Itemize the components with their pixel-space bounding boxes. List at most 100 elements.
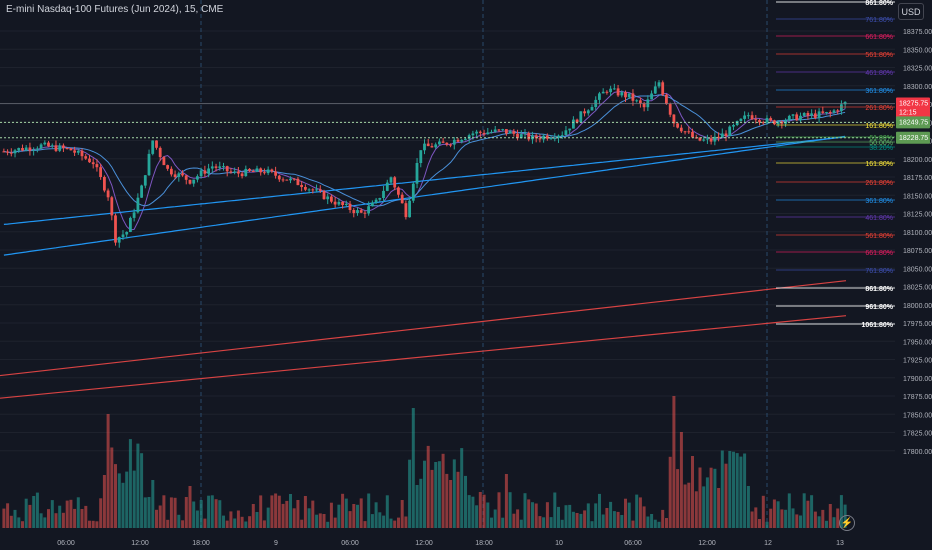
volume-bar <box>318 513 322 528</box>
candle-body <box>341 201 344 205</box>
price-tick-label: 17850.00 <box>903 412 932 419</box>
volume-bar <box>557 506 560 528</box>
candle-body <box>352 210 356 214</box>
volume-bar <box>698 467 702 528</box>
candle-body <box>471 133 475 136</box>
candle-body <box>691 131 694 138</box>
candle-body <box>661 82 665 95</box>
volume-bar <box>694 491 698 528</box>
candle-body <box>35 148 39 150</box>
volume-bar <box>661 509 665 528</box>
volume-bar <box>65 500 69 528</box>
volume-bar <box>653 519 657 528</box>
candle-body <box>486 132 490 135</box>
candle-body <box>143 175 147 186</box>
volume-bar <box>99 498 103 528</box>
fib-level-label: 261.80% <box>865 105 893 112</box>
candle-body <box>464 138 467 140</box>
candle-body <box>62 145 65 149</box>
volume-bar <box>259 495 263 528</box>
candle-body <box>605 91 609 93</box>
volume-bar <box>6 503 10 528</box>
volume-bar <box>460 448 464 528</box>
fib-level-label: 561.80% <box>865 52 893 59</box>
volume-bar <box>415 485 419 528</box>
candle-body <box>196 176 199 180</box>
volume-bar <box>128 439 132 528</box>
price-tick-label: 17950.00 <box>903 339 932 346</box>
volume-bar <box>329 502 333 528</box>
volume-bar <box>739 456 743 528</box>
candle-body <box>598 93 601 100</box>
candle-body <box>348 203 352 210</box>
volume-bars <box>2 396 847 528</box>
fib-level-label: 261.80% <box>865 180 893 187</box>
candle-body <box>210 166 214 169</box>
candle-body <box>184 175 188 180</box>
fib-level-label: 361.80% <box>865 88 893 95</box>
volume-bar <box>564 505 568 528</box>
candle-body <box>676 123 679 128</box>
candle-body <box>806 113 810 116</box>
volume-bar <box>527 499 531 528</box>
volume-bar <box>724 463 728 528</box>
candle-body <box>475 131 478 134</box>
volume-bar <box>475 505 479 528</box>
candle-body <box>542 135 545 140</box>
fib-level-label: 661.80% <box>865 250 893 257</box>
volume-bar <box>717 488 721 528</box>
candle-body <box>315 189 318 191</box>
candle-body <box>813 113 817 118</box>
price-tick-label: 17825.00 <box>903 431 932 438</box>
volume-bar <box>344 498 348 528</box>
time-axis: 06:00 12:00 18:00 9 06:00 12:00 18:00 10 06:00 12… <box>57 540 844 547</box>
candle-body <box>773 120 776 125</box>
candle-body <box>549 138 553 140</box>
candle-body <box>114 215 117 243</box>
lightning-icon[interactable]: ⚡ <box>839 515 855 531</box>
volume-bar <box>47 509 50 528</box>
candle-body <box>76 150 80 153</box>
volume-bar <box>393 520 397 528</box>
volume-bar <box>24 498 28 528</box>
volume-bar <box>214 499 218 528</box>
candle-body <box>799 115 802 121</box>
candle-body <box>88 158 91 163</box>
candle-body <box>415 163 419 184</box>
price-tick-label: 17975.00 <box>903 321 932 328</box>
candle-body <box>743 115 746 119</box>
volume-bar <box>758 519 761 528</box>
volume-bar <box>549 517 553 528</box>
volume-bar <box>791 508 795 528</box>
volume-bar <box>274 493 278 528</box>
currency-button[interactable]: USD <box>898 3 924 20</box>
candle-body <box>356 210 359 213</box>
candle-body <box>545 135 549 139</box>
volume-bar <box>132 470 136 528</box>
price-tick-label: 18175.00 <box>903 175 932 182</box>
volume-bar <box>240 516 244 528</box>
volume-bar <box>385 495 389 528</box>
candle-body <box>739 118 743 121</box>
candle-body <box>423 143 426 151</box>
fib-extension: 861.80% 761.80% 661.80% 561.80% 461.80% 361.8… <box>776 0 895 329</box>
volume-bar <box>50 500 54 528</box>
volume-bar <box>445 473 449 528</box>
time-tick-label: 12 <box>764 540 772 547</box>
candle-body <box>527 133 531 140</box>
candle-body <box>635 100 639 102</box>
volume-bar <box>251 504 255 528</box>
candle-body <box>732 125 735 127</box>
candle-body <box>713 136 717 142</box>
candle-body <box>371 202 374 207</box>
volume-bar <box>277 495 281 528</box>
candle-body <box>393 177 397 188</box>
candle-body <box>408 200 411 218</box>
candle-body <box>270 169 274 172</box>
volume-bar <box>750 511 754 528</box>
candle-body <box>687 131 691 133</box>
candle-body <box>430 146 434 148</box>
fib-level-label: 561.80% <box>865 233 893 240</box>
volume-bar <box>586 503 590 528</box>
